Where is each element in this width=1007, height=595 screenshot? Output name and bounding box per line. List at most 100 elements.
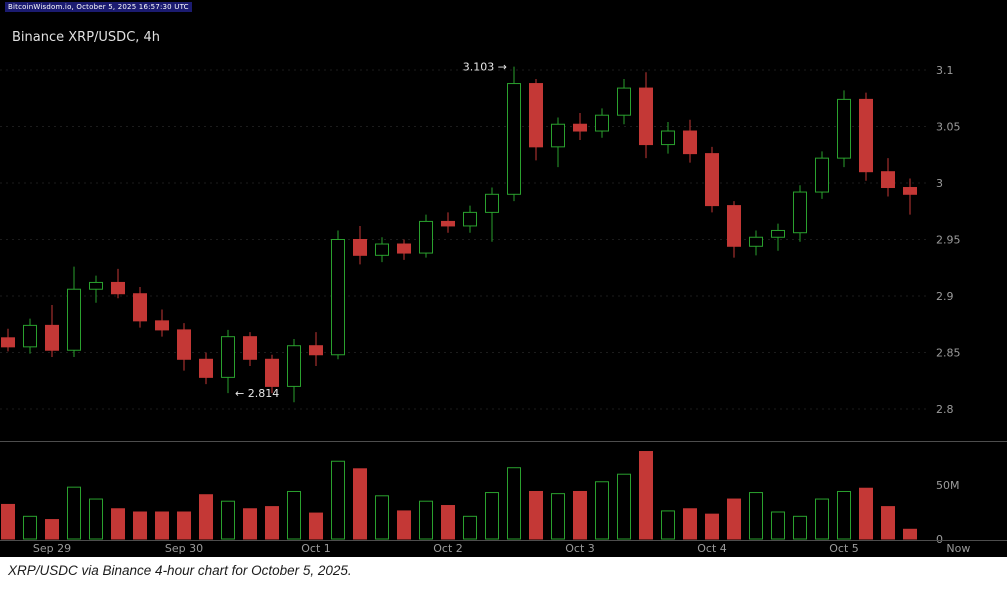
price-tick-label: 3.05: [936, 121, 961, 134]
volume-bar: [45, 519, 59, 540]
candle-body[interactable]: [639, 87, 653, 146]
volume-bar: [397, 510, 411, 540]
volume-bar: [661, 510, 675, 540]
candle-body[interactable]: [375, 243, 389, 256]
price-tick-label: 3: [936, 177, 943, 190]
volume-bar: [265, 506, 279, 540]
candle-body[interactable]: [419, 220, 433, 254]
volume-bar: [903, 528, 917, 540]
volume-bar: [683, 508, 697, 540]
candle-body[interactable]: [155, 320, 169, 331]
candle-body[interactable]: [111, 281, 125, 295]
candle-body[interactable]: [683, 130, 697, 155]
candle-body[interactable]: [815, 157, 829, 193]
candle-body[interactable]: [529, 83, 543, 148]
volume-bar: [771, 511, 785, 540]
candle-body[interactable]: [705, 153, 719, 207]
price-tick-label: 2.85: [936, 347, 961, 360]
volume-bar: [441, 505, 455, 540]
caption: XRP/USDC via Binance 4-hour chart for Oc…: [8, 563, 352, 578]
price-annotation: 3.103 →: [463, 61, 507, 74]
candle-body[interactable]: [903, 187, 917, 195]
watermark: BitcoinWisdom.io, October 5, 2025 16:57:…: [5, 2, 192, 12]
candle-body[interactable]: [45, 324, 59, 351]
x-axis-label: Oct 4: [697, 542, 727, 555]
volume-bar: [551, 493, 565, 540]
candle-body[interactable]: [793, 191, 807, 234]
volume-bar: [507, 467, 521, 540]
x-axis-label: Oct 3: [565, 542, 595, 555]
volume-bar: [485, 492, 499, 540]
volume-bar: [221, 500, 235, 540]
volume-bar: [353, 468, 367, 540]
volume-bar: [1, 503, 15, 540]
volume-bar: [89, 498, 103, 540]
candle-body[interactable]: [221, 336, 235, 378]
volume-bar: [287, 490, 301, 540]
candle-body[interactable]: [309, 345, 323, 356]
x-axis-label: Oct 1: [301, 542, 331, 555]
volume-bar: [749, 492, 763, 540]
candle-body[interactable]: [551, 123, 565, 148]
price-tick-label: 3.1: [936, 64, 954, 77]
volume-bar: [177, 511, 191, 540]
volume-bar: [23, 515, 37, 540]
volume-tick-label: 50M: [936, 479, 960, 492]
candle-body[interactable]: [617, 87, 631, 116]
candle-body[interactable]: [771, 229, 785, 238]
price-tick-label: 2.8: [936, 403, 954, 416]
volume-bar: [463, 515, 477, 540]
candle-body[interactable]: [881, 171, 895, 189]
candle-body[interactable]: [727, 205, 741, 247]
candle-body[interactable]: [573, 123, 587, 132]
volume-bar: [595, 481, 609, 540]
x-axis-label: Oct 2: [433, 542, 463, 555]
volume-bar: [419, 500, 433, 540]
volume-bar: [881, 506, 895, 540]
volume-bar: [639, 451, 653, 540]
candle-body[interactable]: [507, 83, 521, 195]
x-axis-label: Sep 30: [165, 542, 203, 555]
volume-bar: [859, 487, 873, 540]
candle-body[interactable]: [353, 239, 367, 256]
candle-body[interactable]: [243, 336, 257, 360]
candle-body[interactable]: [89, 281, 103, 290]
volume-bar: [375, 495, 389, 540]
volume-bar: [573, 490, 587, 540]
candle-body[interactable]: [463, 211, 477, 227]
candle-body[interactable]: [199, 358, 213, 378]
candle-body[interactable]: [485, 193, 499, 213]
candle-body[interactable]: [23, 324, 37, 348]
volume-bar: [155, 511, 169, 540]
candle-body[interactable]: [1, 337, 15, 348]
candle-body[interactable]: [837, 98, 851, 159]
candle-body[interactable]: [441, 220, 455, 227]
candle-body[interactable]: [177, 329, 191, 360]
x-axis-label: Now: [946, 542, 970, 555]
x-axis-label: Oct 5: [829, 542, 859, 555]
candle-body[interactable]: [67, 288, 81, 351]
candle-body[interactable]: [595, 114, 609, 132]
volume-bar: [727, 498, 741, 540]
candlestick-chart[interactable]: 3.1 3.05 3 2.95 2.9 2.85 2.8 50M 0 Sep 29 Sep 30 Oc…: [0, 0, 1007, 557]
candle-body[interactable]: [331, 239, 345, 356]
volume-bar: [815, 498, 829, 540]
volume-bar: [331, 460, 345, 540]
candle-body[interactable]: [397, 243, 411, 254]
candle-body[interactable]: [749, 236, 763, 247]
candle-body[interactable]: [661, 130, 675, 146]
volume-bar: [199, 494, 213, 540]
volume-bar: [243, 508, 257, 540]
x-axis-label: Sep 29: [33, 542, 71, 555]
volume-bar: [837, 490, 851, 540]
volume-bar: [133, 511, 147, 540]
volume-bar: [67, 486, 81, 540]
volume-bar: [309, 512, 323, 540]
candle-body[interactable]: [133, 293, 147, 322]
chart-title: Binance XRP/USDC, 4h: [12, 30, 161, 45]
candle-body[interactable]: [265, 358, 279, 387]
candle-body[interactable]: [287, 345, 301, 387]
volume-tick-label: 0: [936, 533, 943, 546]
candle-body[interactable]: [859, 98, 873, 173]
chart-panel: BitcoinWisdom.io, October 5, 2025 16:57:…: [0, 0, 1007, 557]
